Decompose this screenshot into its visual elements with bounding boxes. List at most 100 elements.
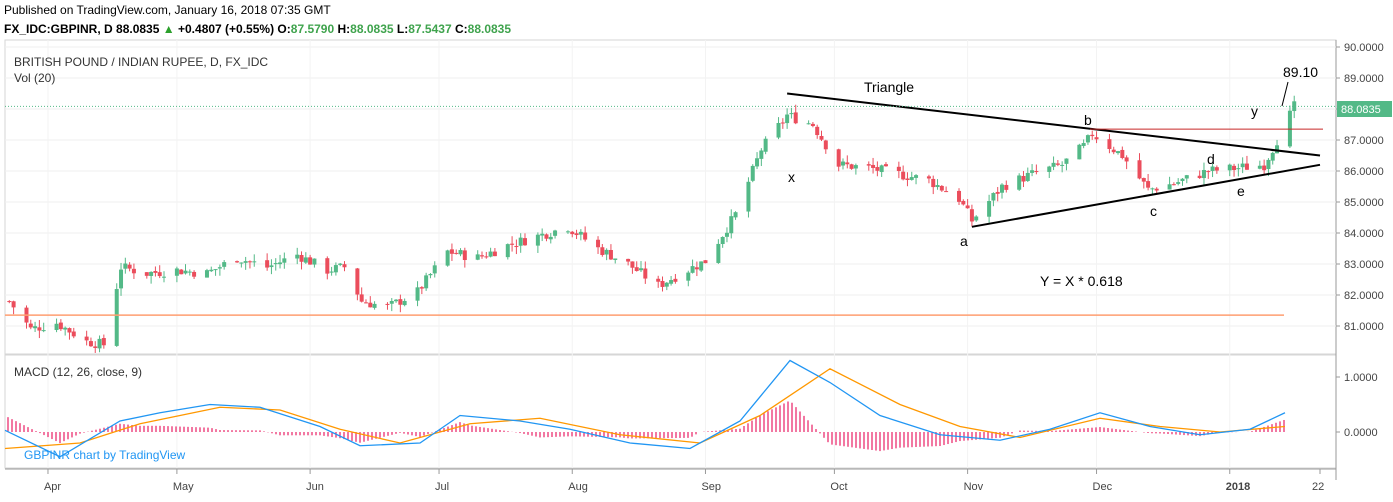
annotation-d: d <box>1207 151 1215 167</box>
candle-body <box>28 323 33 328</box>
candle-body <box>41 330 46 332</box>
candle-body <box>505 244 510 258</box>
candle-body <box>548 236 553 240</box>
candle-body <box>871 164 876 168</box>
candle-body <box>153 271 158 273</box>
annotation-x: x <box>788 169 795 185</box>
candle-body <box>213 269 218 271</box>
close-label: C: <box>454 22 468 36</box>
candle-body <box>1236 168 1241 170</box>
published-line: Published on TradingView.com, January 16… <box>4 3 331 17</box>
candle-body <box>664 282 669 287</box>
candle-body <box>1120 149 1125 158</box>
candle-body <box>750 165 755 181</box>
candle-body <box>1124 157 1129 162</box>
time-tick-label: Apr <box>44 481 61 493</box>
candle-body <box>935 185 940 188</box>
candle-body <box>836 149 841 167</box>
candle-body <box>204 270 209 278</box>
time-tick-label: Oct <box>830 481 847 493</box>
candle-body <box>522 238 527 246</box>
candle-body <box>810 123 815 127</box>
time-tick-label: 2018 <box>1226 481 1250 493</box>
candle-body <box>896 166 901 171</box>
candle-body <box>703 260 708 264</box>
drawings <box>5 81 1336 316</box>
candle-body <box>553 230 558 236</box>
candle-body <box>235 261 240 263</box>
change: +0.4807 (+0.55%) <box>178 22 275 36</box>
candle-body <box>97 338 102 349</box>
candle-body <box>1107 139 1112 150</box>
high-label: H: <box>337 22 351 36</box>
time-tick-label: May <box>173 481 194 493</box>
candle-body <box>815 126 820 136</box>
candle-body <box>428 274 433 276</box>
candle-body <box>944 191 949 193</box>
candle-body <box>295 254 300 259</box>
candle-body <box>755 158 760 167</box>
candle-body <box>157 272 162 277</box>
candle-body <box>1025 172 1030 181</box>
candle-body <box>278 262 283 265</box>
last-price-tag <box>1337 101 1392 117</box>
candle-body <box>583 232 588 240</box>
time-tick-label: Nov <box>964 481 984 493</box>
candle-body <box>372 303 377 308</box>
candle-body <box>394 299 399 302</box>
candle-body <box>239 262 244 264</box>
candle-body <box>630 261 635 268</box>
grid <box>5 40 1336 468</box>
watermark: GBPINR chart by TradingView <box>24 448 186 462</box>
candle-body <box>716 243 721 263</box>
time-tick-label: 22 <box>1312 481 1324 493</box>
candle-body <box>359 294 364 302</box>
candle-body <box>325 258 330 274</box>
candle-body <box>303 257 308 263</box>
macd <box>4 359 1286 458</box>
candle-body <box>342 264 347 268</box>
target-pointer <box>1281 81 1289 107</box>
candle-body <box>123 263 128 269</box>
symbol: FX_IDC:GBPINR, D <box>4 22 113 36</box>
candle-body <box>746 181 751 212</box>
price-tick-label: 83.0000 <box>1344 259 1384 271</box>
time-tick-label: Aug <box>568 481 588 493</box>
candle-body <box>162 276 167 278</box>
candle-body <box>144 272 149 276</box>
candle-body <box>1257 165 1262 169</box>
candle-body <box>445 250 450 266</box>
candle-body <box>480 255 485 257</box>
candle-body <box>1167 184 1172 190</box>
candle-body <box>243 261 248 263</box>
candle-body <box>914 175 919 178</box>
candle-body <box>11 301 16 308</box>
candle-body <box>1210 166 1215 171</box>
candle-body <box>626 258 631 262</box>
macd-tick-label: 0.0000 <box>1344 427 1378 439</box>
candle-body <box>88 341 93 347</box>
time-tick-label: Jul <box>435 481 449 493</box>
candle-body <box>866 164 871 166</box>
last-price: 88.0835 <box>116 22 160 36</box>
candle-body <box>58 322 63 330</box>
annotation-target: 89.10 <box>1283 64 1318 80</box>
annotation-a: a <box>960 233 968 249</box>
candle-body <box>1111 149 1116 153</box>
close-value: 88.0835 <box>467 22 512 36</box>
candle-body <box>669 280 674 284</box>
candle-body <box>656 278 661 282</box>
candle-body <box>785 114 790 124</box>
candle-body <box>419 287 424 289</box>
candle-body <box>1081 143 1086 146</box>
candle-body <box>209 269 214 272</box>
candle-body <box>600 247 605 255</box>
candle-body <box>149 271 154 276</box>
candle-body <box>1292 101 1297 112</box>
candle-body <box>995 191 1000 194</box>
signal-line <box>4 367 1286 450</box>
candle-body <box>385 303 390 305</box>
candle-body <box>282 258 287 263</box>
candle-body <box>974 216 979 221</box>
